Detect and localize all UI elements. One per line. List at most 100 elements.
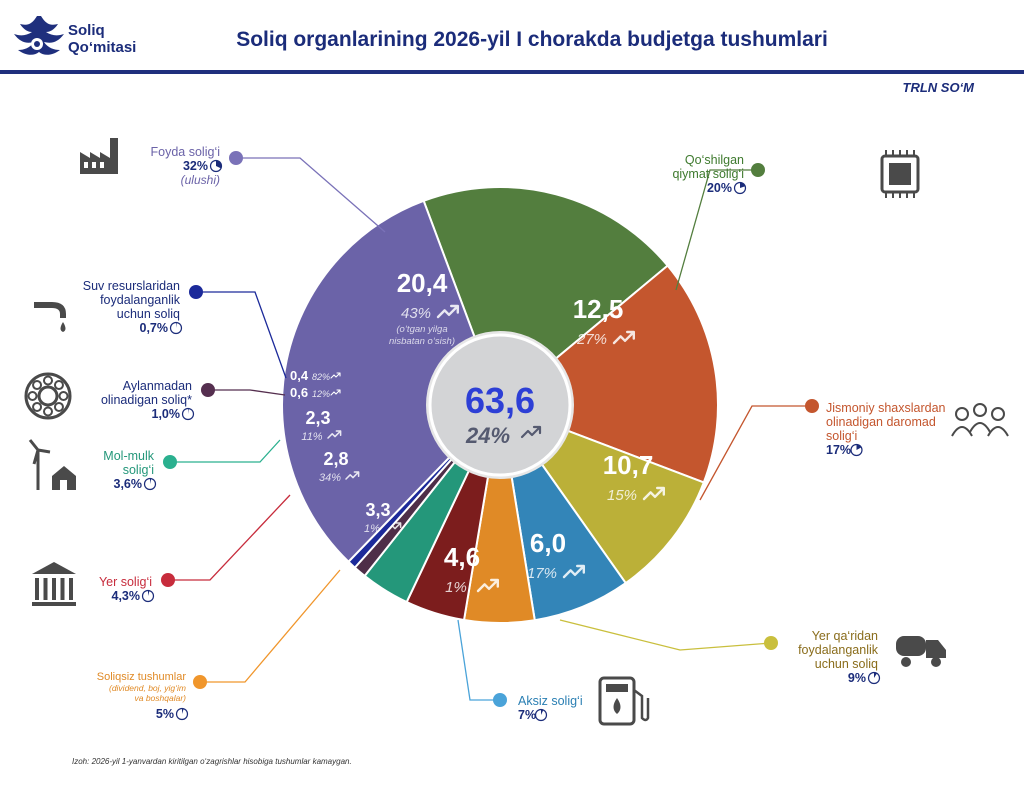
legend-share-1: 17%	[826, 443, 851, 457]
legend-label-2-1: foydalanganlik	[798, 643, 879, 657]
legend-label-2-0: Yer qa‘ridan	[812, 629, 878, 643]
share-pie-icon-7	[181, 407, 195, 421]
slice-trend-icon-5	[345, 471, 360, 480]
legend-dot-4	[193, 675, 207, 689]
legend-label-7-1: olinadigan soliq*	[101, 393, 192, 407]
slice-trend-icon-2	[562, 564, 586, 579]
legend-dot-5	[161, 573, 175, 587]
legend-sub-4-1: va boshqalar)	[134, 693, 186, 703]
leader-line-6	[170, 439, 281, 463]
leader-line-4	[200, 569, 341, 683]
legend-share-9: 32%	[183, 159, 208, 173]
legend-share-0: 20%	[707, 181, 732, 195]
slice-trend-icon-9	[436, 304, 460, 319]
brand-name: Soliq Qo‘mitasi	[68, 22, 136, 56]
legend-dot-3	[493, 693, 507, 707]
leader-line-3	[457, 619, 500, 701]
house-wind-icon	[28, 439, 76, 490]
leader-line-7	[208, 389, 286, 396]
total-growth: 24%	[465, 423, 510, 448]
legend-share-8: 0,7%	[140, 321, 169, 335]
legend-sub-4-0: (dividend, boj, yig‘im	[109, 683, 186, 693]
slice-value-1: 10,7	[603, 450, 654, 480]
legend-label-8-1: foydalanganlik	[100, 293, 181, 307]
slice-growth-7: 12%	[312, 389, 330, 399]
legend-label-1-0: Jismoniy shaxslardan	[826, 401, 946, 415]
slice-growth-6: 11%	[301, 431, 322, 443]
legend-dot-8	[189, 285, 203, 299]
legend-sub-9: (ulushi)	[181, 173, 220, 187]
slice-trend-icon-3	[476, 578, 500, 593]
legend-label-5-0: Yer solig‘i	[99, 575, 152, 589]
slice-growth-note-0: (o‘tgan yilga	[396, 324, 447, 335]
legend-dot-7	[201, 383, 215, 397]
slice-growth-8: 82%	[312, 372, 330, 382]
total-trend-icon	[520, 425, 542, 439]
legend-dot-2	[764, 636, 778, 650]
share-pie-icon-8	[169, 321, 183, 335]
header: Soliq Qo‘mitasi Soliq organlarining 2026…	[0, 0, 1024, 74]
fuel-icon	[598, 676, 650, 726]
pie-slice-1	[498, 264, 719, 484]
legend-dot-1	[805, 399, 819, 413]
share-pie-icon-2	[867, 671, 881, 685]
slice-value-3: 4,6	[444, 542, 480, 572]
brand-line2: Qo‘mitasi	[68, 39, 137, 56]
slice-growth-note-1: nisbatan o‘sish)	[389, 336, 455, 347]
legend-label-1-1: olinadigan daromad	[826, 415, 936, 429]
header-divider	[0, 70, 1024, 74]
slice-trend-icon-6	[327, 430, 342, 439]
leader-line-1	[699, 405, 812, 501]
slice-trend-icon-8	[330, 372, 341, 379]
tap-icon	[34, 302, 66, 332]
leader-line-9	[236, 157, 386, 233]
legend-label-7-0: Aylanmadan	[123, 379, 192, 393]
slice-growth-0: 27%	[576, 331, 607, 348]
slice-growth-3: 1%	[445, 579, 467, 596]
legend-label-3-0: Aksiz solig‘i	[518, 694, 583, 708]
slice-trend-icon-4	[387, 522, 402, 531]
share-pie-icon-3	[534, 708, 548, 722]
chart-title: Soliq organlarining 2026-yil I chorakda …	[236, 28, 828, 51]
slice-value-6: 2,3	[305, 408, 330, 428]
legend-share-3: 7%	[518, 708, 536, 722]
unit-label: TRLN SO‘M	[902, 80, 975, 95]
legend-label-9-0: Foyda solig‘i	[151, 145, 220, 159]
slice-trend-icon-7	[330, 389, 341, 396]
legend-label-8-0: Suv resurslaridan	[83, 279, 180, 293]
slice-value-4: 3,3	[365, 500, 390, 520]
center-circle	[428, 333, 572, 477]
pie-slice-9	[281, 199, 502, 564]
bearing-icon	[24, 372, 72, 420]
legend-share-5: 4,3%	[112, 589, 141, 603]
slice-growth-1: 15%	[607, 487, 637, 504]
share-pie-icon-0	[733, 181, 747, 195]
share-pie-icon-5	[141, 589, 155, 603]
share-pie-icon-4	[175, 707, 189, 721]
people-icon	[951, 403, 1009, 437]
legend-label-8-2: uchun soliq	[117, 307, 180, 321]
slice-growth-5: 34%	[319, 472, 341, 484]
eagle-logo-icon	[14, 16, 64, 55]
share-pie-icon-1	[850, 443, 863, 457]
leader-line-0	[675, 169, 758, 291]
bank-icon	[32, 562, 76, 606]
legend-share-2: 9%	[848, 671, 866, 685]
brand-line1: Soliq	[68, 22, 105, 39]
slice-value-2: 6,0	[530, 528, 566, 558]
factory-icon	[80, 138, 118, 174]
legend-dot-6	[163, 455, 177, 469]
slice-value-8: 0,4	[290, 368, 309, 383]
slice-trend-icon-1	[642, 486, 666, 501]
slice-value-5: 2,8	[323, 449, 348, 469]
legend-label-6-0: Mol-mulk	[103, 449, 154, 463]
legend-label-6-1: solig‘i	[123, 463, 154, 477]
footnote: Izoh: 2026-yil 1-yanvardan kiritilgan o‘…	[72, 757, 352, 766]
legend-share-7: 1,0%	[152, 407, 181, 421]
chip-icon	[880, 150, 920, 198]
slice-growth-4: 1%	[364, 523, 380, 535]
total-value: 63,6	[465, 380, 535, 421]
legend-label-0-0: Qo‘shilgan	[685, 153, 744, 167]
legend-share-6: 3,6%	[114, 477, 143, 491]
